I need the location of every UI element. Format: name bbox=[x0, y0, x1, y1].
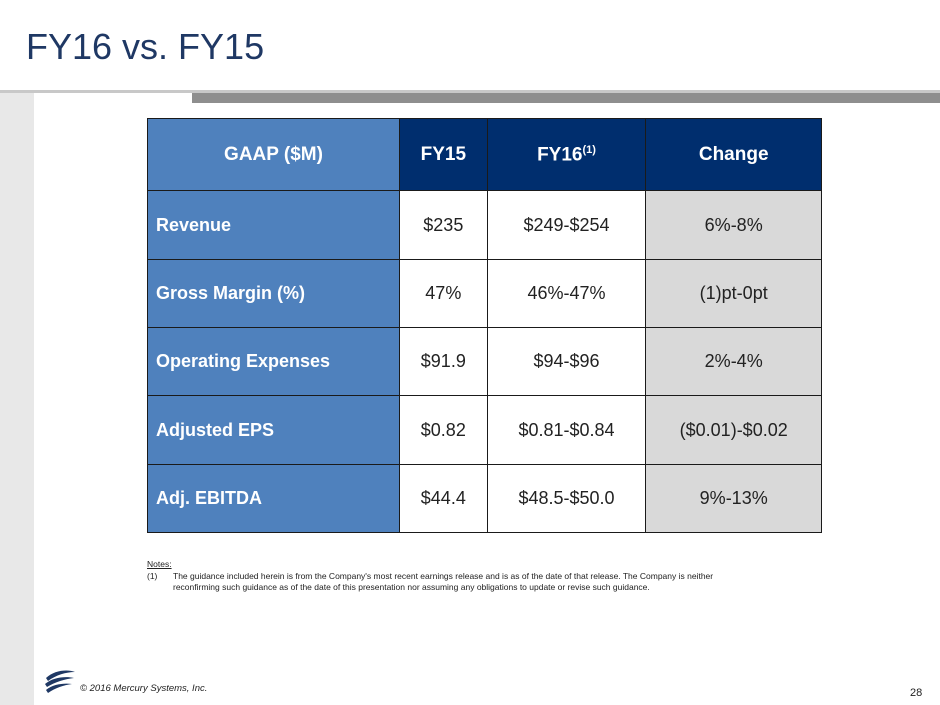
table-row: Adjusted EPS $0.82 $0.81-$0.84 ($0.01)-$… bbox=[147, 395, 822, 465]
note-number: (1) bbox=[147, 570, 158, 581]
header-fy16: FY16(1) bbox=[486, 117, 647, 192]
note-item: (1) The guidance included herein is from… bbox=[147, 571, 747, 594]
row-metric: Revenue bbox=[147, 190, 400, 260]
table-row: Gross Margin (%) 47% 46%-47% (1)pt-0pt bbox=[147, 258, 822, 329]
header-change: Change bbox=[645, 117, 822, 192]
header-fy16-footnote: (1) bbox=[582, 143, 596, 156]
row-fy15: $44.4 bbox=[399, 463, 488, 534]
notes-header: Notes: bbox=[147, 559, 172, 569]
page-number: 28 bbox=[910, 687, 923, 699]
row-change: 2%-4% bbox=[645, 327, 822, 397]
copyright-text: © 2016 Mercury Systems, Inc. bbox=[80, 683, 208, 694]
notes-section: Notes: (1) The guidance included herein … bbox=[147, 559, 747, 594]
row-change: 9%-13% bbox=[645, 463, 822, 534]
row-fy16: $0.81-$0.84 bbox=[486, 395, 647, 465]
row-fy15: 47% bbox=[399, 258, 488, 329]
row-change: ($0.01)-$0.02 bbox=[645, 395, 822, 465]
financial-table: GAAP ($M) FY15 FY16(1) Change Revenue $2… bbox=[147, 117, 822, 534]
row-metric: Adj. EBITDA bbox=[147, 463, 400, 534]
title-accent-bar bbox=[192, 93, 940, 103]
row-fy15: $91.9 bbox=[399, 327, 488, 397]
table-row: Revenue $235 $249-$254 6%-8% bbox=[147, 190, 822, 260]
note-text: The guidance included herein is from the… bbox=[173, 570, 714, 593]
table-header-row: GAAP ($M) FY15 FY16(1) Change bbox=[147, 117, 822, 192]
row-fy16: $249-$254 bbox=[486, 190, 647, 260]
page-title: FY16 vs. FY15 bbox=[26, 26, 265, 67]
row-change: (1)pt-0pt bbox=[645, 258, 822, 329]
row-fy16: 46%-47% bbox=[486, 258, 647, 329]
row-metric: Operating Expenses bbox=[147, 327, 400, 397]
table-row: Adj. EBITDA $44.4 $48.5-$50.0 9%-13% bbox=[147, 463, 822, 534]
header-fy16-label: FY16 bbox=[537, 143, 583, 165]
row-fy16: $94-$96 bbox=[486, 327, 647, 397]
row-change: 6%-8% bbox=[645, 190, 822, 260]
row-fy15: $235 bbox=[399, 190, 488, 260]
row-fy16: $48.5-$50.0 bbox=[486, 463, 647, 534]
header-fy15: FY15 bbox=[399, 117, 488, 192]
left-side-bar bbox=[0, 93, 34, 705]
title-divider bbox=[0, 90, 940, 93]
row-fy15: $0.82 bbox=[399, 395, 488, 465]
mercury-logo-icon bbox=[45, 670, 75, 693]
header-metric: GAAP ($M) bbox=[147, 117, 400, 192]
row-metric: Adjusted EPS bbox=[147, 395, 400, 465]
row-metric: Gross Margin (%) bbox=[147, 258, 400, 329]
table-row: Operating Expenses $91.9 $94-$96 2%-4% bbox=[147, 327, 822, 397]
